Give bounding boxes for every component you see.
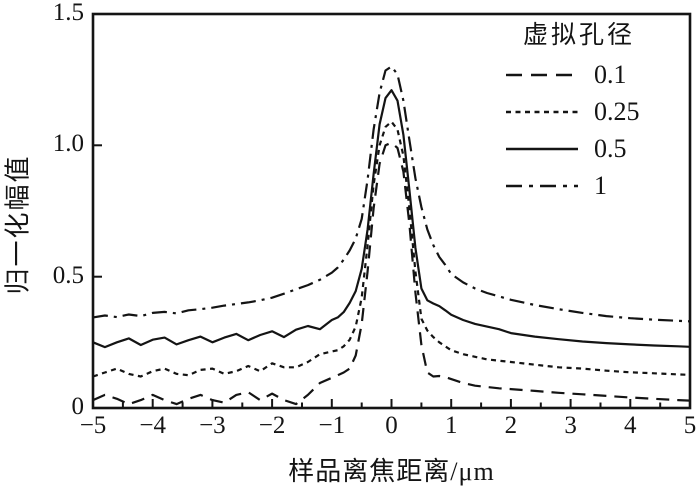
legend-label: 1 <box>594 170 607 200</box>
legend-title: 虚拟孔径 <box>523 22 636 49</box>
legend-item-1: 1 <box>505 167 690 204</box>
legend-label: 0.1 <box>594 59 627 89</box>
short-dash-line-icon <box>506 110 578 113</box>
legend-item-0.1: 0.1 <box>505 56 690 93</box>
curve-aperture-0.25 <box>92 120 691 378</box>
x-tick-label: −1 <box>318 412 346 439</box>
legend-label: 0.25 <box>594 96 640 126</box>
x-tick-label: 1 <box>444 412 458 439</box>
dash-dot-line-icon <box>506 184 578 187</box>
curve-aperture-1 <box>92 65 691 323</box>
x-tick-label: 2 <box>504 412 518 439</box>
legend-item-0.5: 0.5 <box>505 130 690 167</box>
y-tick-label: 1.5 <box>52 0 84 26</box>
solid-line-icon <box>506 147 578 150</box>
y-tick-label: 1.0 <box>52 130 84 158</box>
x-tick-label: 0 <box>385 412 398 439</box>
long-dash-line-icon <box>506 73 578 76</box>
curve-aperture-0.1 <box>92 141 691 406</box>
x-tick-label: 5 <box>683 412 697 439</box>
x-tick-label: 3 <box>564 412 577 439</box>
y-axis-title: 归一化幅值 <box>3 154 33 295</box>
x-tick-label: −3 <box>199 412 226 439</box>
x-axis-title: 样品离焦距离/μm <box>288 457 495 486</box>
y-tick-label: 0.5 <box>52 261 84 289</box>
y-tick-label: 0 <box>71 393 85 420</box>
legend: 虚拟孔径 0.1 0.25 0.5 1 <box>505 20 690 204</box>
x-tick-label: −2 <box>258 412 286 439</box>
x-tick-label: −5 <box>79 412 107 439</box>
legend-label: 0.5 <box>594 133 627 163</box>
legend-item-0.25: 0.25 <box>505 93 690 130</box>
curve-aperture-0.5 <box>92 89 691 349</box>
x-tick-label: 4 <box>624 412 637 439</box>
x-tick-label: −4 <box>139 412 166 439</box>
